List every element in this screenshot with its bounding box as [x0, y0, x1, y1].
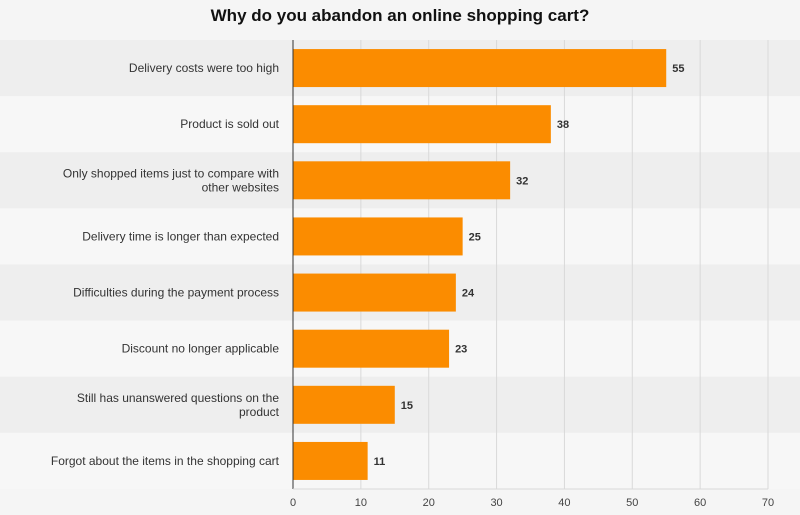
- bar: [293, 217, 463, 256]
- category-label-line: Still has unanswered questions on the: [77, 391, 279, 405]
- bar: [293, 161, 511, 200]
- x-tick-label: 30: [490, 497, 502, 509]
- row-band: [0, 376, 800, 433]
- value-label: 24: [462, 288, 475, 300]
- x-tick-label: 70: [762, 497, 774, 509]
- value-label: 11: [374, 456, 386, 468]
- value-label: 38: [557, 119, 569, 131]
- row-band: [0, 432, 800, 489]
- bar: [293, 273, 456, 312]
- category-label-line: product: [239, 405, 280, 419]
- category-label-line: Only shopped items just to compare with: [63, 166, 279, 180]
- category-label: Delivery costs were too high: [129, 61, 279, 75]
- bar: [293, 329, 450, 368]
- category-label: Delivery time is longer than expected: [82, 229, 279, 243]
- x-tick-label: 10: [355, 497, 367, 509]
- category-label: Difficulties during the payment process: [73, 286, 279, 300]
- category-label: Product is sold out: [180, 117, 279, 131]
- x-tick-label: 40: [558, 497, 570, 509]
- chart-title: Why do you abandon an online shopping ca…: [210, 6, 590, 25]
- x-tick-label: 60: [694, 497, 706, 509]
- category-label-line: Product is sold out: [180, 117, 279, 131]
- value-label: 25: [469, 231, 481, 243]
- category-label-line: Discount no longer applicable: [122, 342, 280, 356]
- bar: [293, 441, 368, 480]
- x-tick-label: 20: [423, 497, 435, 509]
- value-label: 15: [401, 400, 413, 412]
- category-label-line: Delivery costs were too high: [129, 61, 279, 75]
- category-label-line: Forgot about the items in the shopping c…: [51, 454, 280, 468]
- value-label: 23: [455, 344, 467, 356]
- x-tick-label: 0: [290, 497, 296, 509]
- value-label: 32: [516, 175, 528, 187]
- bar: [293, 49, 667, 88]
- category-label-line: Delivery time is longer than expected: [82, 229, 279, 243]
- category-label: Discount no longer applicable: [122, 342, 280, 356]
- category-label: Still has unanswered questions on the pro…: [77, 391, 280, 419]
- category-label: Only shopped items just to compare with o…: [63, 166, 279, 194]
- category-label-line: other websites: [202, 180, 279, 194]
- category-label: Forgot about the items in the shopping c…: [51, 454, 280, 468]
- value-label: 55: [672, 63, 684, 75]
- bar: [293, 105, 551, 144]
- category-label-line: Difficulties during the payment process: [73, 286, 279, 300]
- bar: [293, 385, 395, 424]
- x-tick-label: 50: [626, 497, 638, 509]
